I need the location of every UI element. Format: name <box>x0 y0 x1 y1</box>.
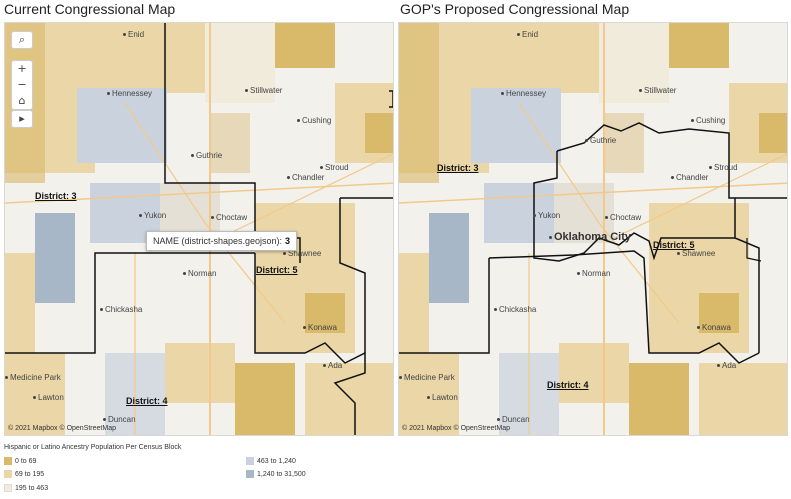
district-label[interactable]: District: 5 <box>653 240 695 250</box>
city-label: Chickasha <box>494 305 536 314</box>
search-button[interactable]: ⌕ <box>11 31 33 49</box>
city-label: Stroud <box>320 163 349 172</box>
city-label: Ada <box>717 361 736 370</box>
district-label[interactable]: District: 4 <box>547 380 589 390</box>
legend-label: 0 to 69 <box>15 457 37 465</box>
city-label: Enid <box>123 30 144 39</box>
legend-swatch <box>4 457 12 465</box>
city-label: Ada <box>323 361 342 370</box>
city-label: Choctaw <box>605 213 641 222</box>
legend-label: 463 to 1,240 <box>257 457 296 465</box>
play-icon: ▸ <box>19 112 25 125</box>
legend-label: 1,240 to 31,500 <box>257 470 306 478</box>
proposed-map[interactable]: Enid Hennessey Stillwater Cushing Guthri… <box>398 22 788 436</box>
tooltip: NAME (district-shapes.geojson): 3 <box>146 231 298 251</box>
city-label: Shawnee <box>677 249 715 258</box>
zoom-in-button[interactable]: + <box>17 62 27 75</box>
city-label: Guthrie <box>191 151 222 160</box>
city-label: Lawton <box>33 393 64 402</box>
search-icon: ⌕ <box>18 33 26 46</box>
city-label: Chandler <box>287 173 324 182</box>
city-label: Guthrie <box>585 136 616 145</box>
legend-item[interactable]: 0 to 69 <box>4 457 36 465</box>
tooltip-value: 3 <box>285 236 291 246</box>
legend-item[interactable]: 1,240 to 31,500 <box>246 470 306 478</box>
city-label: Stroud <box>709 163 738 172</box>
play-button[interactable]: ▸ <box>11 110 33 128</box>
city-label: Norman <box>183 269 216 278</box>
city-label: Medicine Park <box>399 373 455 382</box>
district-label[interactable]: District: 4 <box>126 396 168 406</box>
city-label: Lawton <box>427 393 458 402</box>
zoom-controls: + − ⌂ <box>11 60 33 110</box>
legend-item[interactable]: 463 to 1,240 <box>246 457 296 465</box>
current-map-canvas[interactable] <box>5 23 394 436</box>
legend-item[interactable]: 195 to 463 <box>4 484 48 492</box>
district-label[interactable]: District: 5 <box>256 265 298 275</box>
legend-swatch <box>4 470 12 478</box>
legend-label: 195 to 463 <box>15 484 49 492</box>
legend-swatch <box>4 484 12 492</box>
city-label: Hennessey <box>501 89 546 98</box>
legend-item[interactable]: 69 to 195 <box>4 470 44 478</box>
map-attribution[interactable]: © 2021 Mapbox © OpenStreetMap <box>8 425 116 432</box>
city-label: Norman <box>577 269 610 278</box>
city-label: Hennessey <box>107 89 152 98</box>
city-label: Choctaw <box>211 213 247 222</box>
city-label: Oklahoma City <box>549 231 631 243</box>
map-title-proposed: GOP's Proposed Congressional Map <box>400 1 630 17</box>
district-label[interactable]: District: 3 <box>35 191 77 201</box>
city-label: Enid <box>517 30 538 39</box>
tooltip-label: NAME (district-shapes.geojson): <box>153 236 283 246</box>
city-label: Duncan <box>103 415 136 424</box>
legend-title: Hispanic or Latino Ancestry Population P… <box>4 444 182 451</box>
city-label: Yukon <box>533 211 560 220</box>
city-label: Medicine Park <box>5 373 61 382</box>
home-button[interactable]: ⌂ <box>12 93 32 109</box>
city-label: Cushing <box>297 116 331 125</box>
legend-swatch <box>246 470 254 478</box>
legend-label: 69 to 195 <box>15 470 45 478</box>
city-label: Yukon <box>139 211 166 220</box>
map-title-current: Current Congressional Map <box>4 1 176 17</box>
district-label[interactable]: District: 3 <box>437 163 479 173</box>
city-label: Cushing <box>691 116 725 125</box>
city-label: Konawa <box>303 323 337 332</box>
home-icon: ⌂ <box>18 94 26 107</box>
city-label: Duncan <box>497 415 530 424</box>
city-label: Stillwater <box>639 86 676 95</box>
current-map[interactable]: ⌕ + − ⌂ ▸ Enid Hennessey Stillwater Cush… <box>4 22 394 436</box>
city-label: Konawa <box>697 323 731 332</box>
proposed-map-canvas[interactable] <box>399 23 788 436</box>
map-attribution[interactable]: © 2021 Mapbox © OpenStreetMap <box>402 425 510 432</box>
zoom-out-button[interactable]: − <box>17 78 27 91</box>
city-label: Chickasha <box>100 305 142 314</box>
city-label: Chandler <box>671 173 708 182</box>
city-label: Shawnee <box>283 249 321 258</box>
legend-swatch <box>246 457 254 465</box>
city-label: Stillwater <box>245 86 282 95</box>
